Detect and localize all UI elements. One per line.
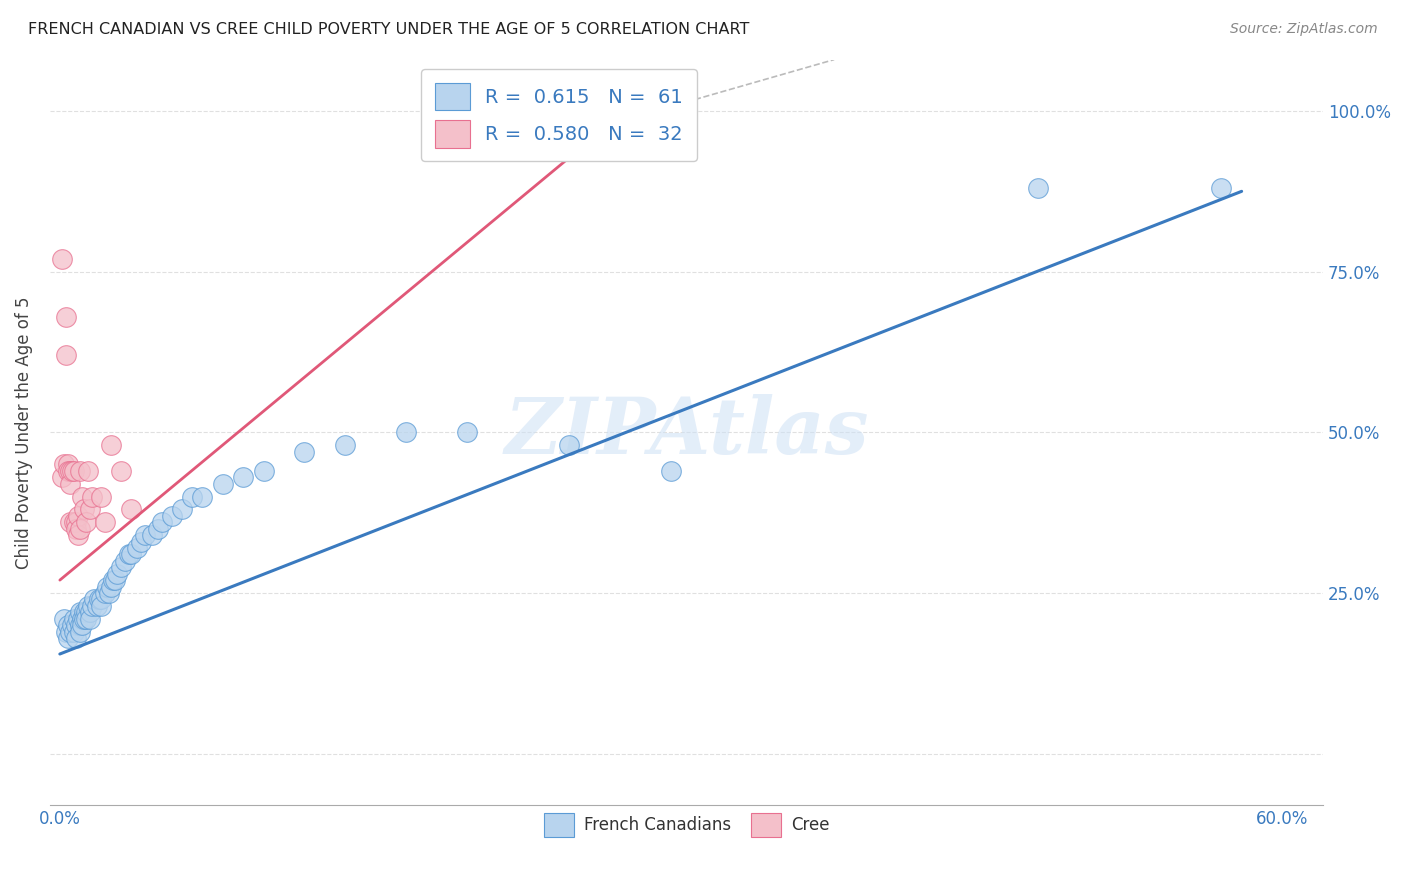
Point	[67, 612, 90, 626]
Point	[65, 522, 87, 536]
Point	[75, 605, 97, 619]
Point	[56, 458, 79, 472]
Point	[101, 573, 124, 587]
Point	[120, 502, 142, 516]
Point	[90, 599, 112, 613]
Point	[51, 470, 73, 484]
Point	[55, 348, 77, 362]
Point	[51, 252, 73, 266]
Point	[77, 599, 100, 613]
Point	[86, 599, 108, 613]
Point	[191, 490, 214, 504]
Point	[65, 516, 87, 530]
Point	[659, 464, 682, 478]
Point	[56, 631, 79, 645]
Point	[120, 548, 142, 562]
Point	[79, 502, 101, 516]
Point	[65, 618, 87, 632]
Point	[82, 490, 104, 504]
Point	[141, 528, 163, 542]
Point	[52, 458, 75, 472]
Point	[72, 612, 94, 626]
Point	[79, 612, 101, 626]
Point	[75, 612, 97, 626]
Point	[52, 612, 75, 626]
Point	[59, 624, 82, 639]
Point	[93, 586, 115, 600]
Point	[59, 516, 82, 530]
Point	[1026, 181, 1049, 195]
Point	[172, 502, 194, 516]
Point	[69, 464, 91, 478]
Point	[114, 554, 136, 568]
Point	[93, 516, 115, 530]
Point	[63, 612, 86, 626]
Point	[72, 618, 94, 632]
Point	[75, 516, 97, 530]
Point	[395, 425, 418, 440]
Point	[77, 464, 100, 478]
Point	[69, 605, 91, 619]
Point	[69, 522, 91, 536]
Point	[65, 631, 87, 645]
Point	[55, 624, 77, 639]
Point	[69, 624, 91, 639]
Point	[589, 117, 612, 131]
Point	[72, 490, 94, 504]
Point	[90, 592, 112, 607]
Point	[146, 522, 169, 536]
Point	[59, 476, 82, 491]
Point	[96, 580, 118, 594]
Point	[97, 586, 120, 600]
Point	[60, 464, 83, 478]
Point	[212, 476, 235, 491]
Point	[118, 548, 141, 562]
Point	[56, 464, 79, 478]
Point	[55, 310, 77, 324]
Point	[181, 490, 204, 504]
Point	[110, 464, 132, 478]
Point	[558, 117, 581, 131]
Point	[69, 618, 91, 632]
Point	[67, 508, 90, 523]
Point	[131, 534, 153, 549]
Point	[232, 470, 254, 484]
Point	[73, 502, 96, 516]
Text: Source: ZipAtlas.com: Source: ZipAtlas.com	[1230, 22, 1378, 37]
Point	[63, 624, 86, 639]
Y-axis label: Child Poverty Under the Age of 5: Child Poverty Under the Age of 5	[15, 296, 32, 568]
Point	[558, 438, 581, 452]
Point	[73, 612, 96, 626]
Legend: French Canadians, Cree: French Canadians, Cree	[536, 805, 838, 845]
Point	[150, 516, 173, 530]
Point	[90, 490, 112, 504]
Point	[1211, 181, 1233, 195]
Point	[127, 541, 149, 555]
Point	[105, 566, 128, 581]
Point	[63, 516, 86, 530]
Point	[160, 508, 183, 523]
Point	[333, 438, 356, 452]
Point	[100, 580, 122, 594]
Point	[63, 464, 86, 478]
Point	[456, 425, 478, 440]
Point	[87, 592, 110, 607]
Point	[110, 560, 132, 574]
Point	[134, 528, 156, 542]
Point	[79, 605, 101, 619]
Point	[59, 464, 82, 478]
Point	[104, 573, 127, 587]
Text: ZIPAtlas: ZIPAtlas	[505, 394, 869, 471]
Point	[252, 464, 274, 478]
Point	[100, 438, 122, 452]
Point	[56, 618, 79, 632]
Point	[60, 618, 83, 632]
Point	[292, 444, 315, 458]
Point	[73, 605, 96, 619]
Point	[67, 528, 90, 542]
Point	[82, 599, 104, 613]
Point	[83, 592, 105, 607]
Text: FRENCH CANADIAN VS CREE CHILD POVERTY UNDER THE AGE OF 5 CORRELATION CHART: FRENCH CANADIAN VS CREE CHILD POVERTY UN…	[28, 22, 749, 37]
